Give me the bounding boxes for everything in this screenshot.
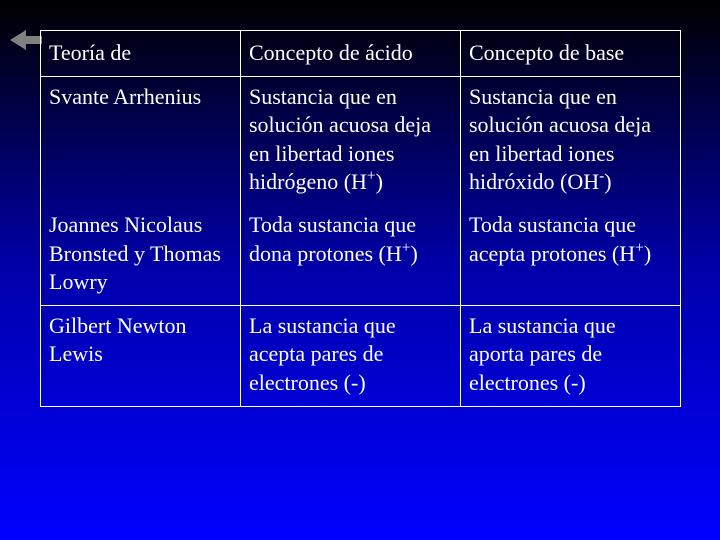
cell-acid: Sustancia que en solución acuosa deja en… [241, 76, 461, 205]
cell-base: La sustancia que aporta pares de electro… [461, 305, 681, 406]
cell-acid: La sustancia que acepta pares de electro… [241, 305, 461, 406]
cell-theory: Svante Arrhenius [41, 76, 241, 205]
header-acid: Concepto de ácido [241, 31, 461, 77]
cell-acid: Toda sustancia que dona protones (H+) [241, 205, 461, 305]
theories-table: Teoría de Concepto de ácido Concepto de … [40, 30, 681, 407]
table-row: Gilbert Newton Lewis La sustancia que ac… [41, 305, 681, 406]
theories-table-container: Teoría de Concepto de ácido Concepto de … [40, 30, 680, 407]
decorative-arrow [10, 30, 42, 50]
header-base: Concepto de base [461, 31, 681, 77]
cell-theory: Gilbert Newton Lewis [41, 305, 241, 406]
table-header-row: Teoría de Concepto de ácido Concepto de … [41, 31, 681, 77]
table-row: Svante Arrhenius Sustancia que en soluci… [41, 76, 681, 205]
table-row: Joannes Nicolaus Bronsted y Thomas Lowry… [41, 205, 681, 305]
cell-theory: Joannes Nicolaus Bronsted y Thomas Lowry [41, 205, 241, 305]
header-theory: Teoría de [41, 31, 241, 77]
cell-base: Toda sustancia que acepta protones (H+) [461, 205, 681, 305]
cell-base: Sustancia que en solución acuosa deja en… [461, 76, 681, 205]
